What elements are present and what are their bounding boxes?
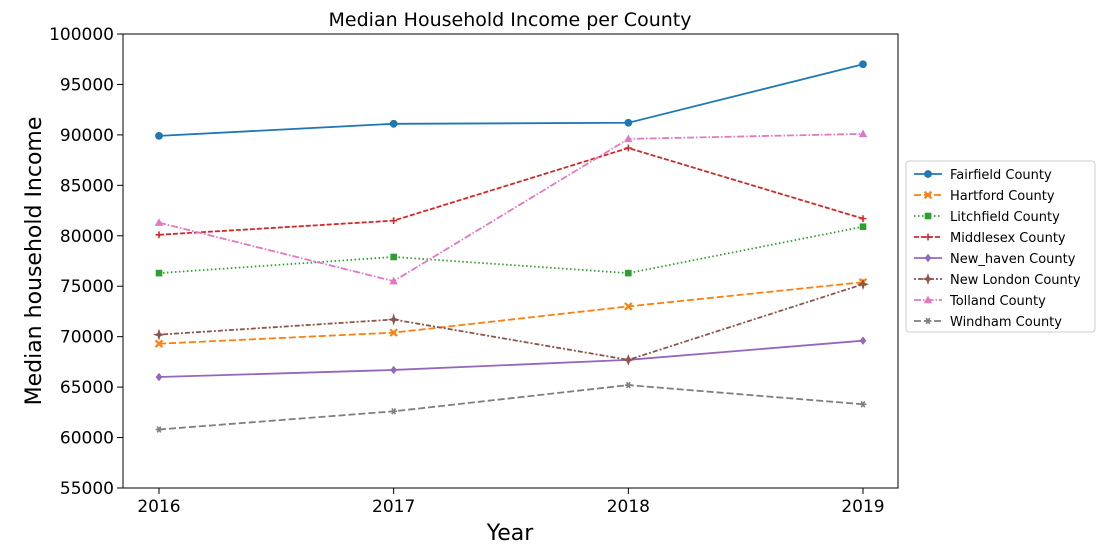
y-tick-label: 95000 [60,75,114,95]
x-axis: 2016 2017 2018 2019 [137,488,885,517]
data-point [624,381,632,389]
data-point [155,131,163,140]
legend-marker [923,190,933,200]
x-tick-label: 2016 [137,497,180,517]
series-line [158,283,864,361]
data-point [859,400,867,408]
x-tick-label: 2017 [372,497,415,517]
data-point [624,134,633,143]
x-tick-label: 2019 [841,497,884,517]
y-axis: 55000 60000 65000 70000 75000 80000 85000 90000… [49,25,123,499]
legend-marker [924,233,932,241]
legend-marker [924,253,932,263]
x-tick-label: 2018 [607,497,650,517]
series-line [158,132,864,283]
series-line [158,281,864,345]
legend-label: Hartford County [950,189,1055,204]
y-tick-label: 80000 [60,227,114,247]
data-point [155,269,163,277]
legend-marker [924,317,932,325]
legend-item: Litchfield County [914,210,1060,225]
legend-label: Fairfield County [950,168,1052,183]
series-new-london-county [153,278,869,366]
series-middlesex-county [155,144,867,239]
data-point [390,365,398,375]
y-tick-label: 90000 [60,126,114,146]
legend-item: New London County [914,273,1081,288]
legend-marker [923,295,933,304]
legend: Fairfield County Hartford County Litchfiel… [905,160,1096,333]
plot-frame [122,33,899,489]
data-point [390,253,397,261]
series-line [158,225,864,275]
data-point [155,372,163,382]
legend-label: Litchfield County [950,210,1060,225]
data-point [153,328,165,341]
legend-label: Windham County [950,315,1062,330]
series-line [158,147,864,236]
data-point [859,215,867,223]
legend-item: Windham County [914,315,1062,330]
data-point [858,129,868,138]
series-fairfield-county [155,60,867,140]
legend-label: New_haven County [950,252,1076,267]
legend-item: Middlesex County [914,231,1066,246]
legend-label: Tolland County [949,294,1046,309]
data-point [624,302,633,311]
series-windham-county [155,381,867,433]
data-point [389,328,398,337]
legend-frame [905,160,1096,333]
legend-label: Middlesex County [950,231,1066,246]
legend-item: Hartford County [914,189,1055,204]
legend-label: New London County [950,273,1081,288]
legend-item: New_haven County [914,252,1076,267]
data-point [387,313,400,326]
y-tick-label: 65000 [60,378,114,398]
data-point [389,276,398,285]
data-point [625,269,632,277]
legend-item: Fairfield County [914,168,1052,183]
y-tick-label: 60000 [60,429,114,449]
data-point [390,217,398,225]
x-axis-label: Year [486,521,535,546]
series-tolland-county [154,129,868,285]
plot-area [153,60,869,433]
data-point [859,223,867,230]
series-line [158,384,864,431]
data-point [155,426,163,433]
data-point [154,339,164,348]
data-point [859,336,867,345]
data-point [624,118,633,127]
chart-title: Median Household Income per County [329,9,692,31]
data-point [859,60,867,69]
legend-item: Tolland County [914,294,1046,309]
data-point [389,119,398,128]
series-line [158,63,864,137]
data-point [622,353,635,366]
y-tick-label: 75000 [60,277,114,297]
series-hartford-county [154,278,868,348]
data-point [624,144,632,152]
legend-marker [924,170,932,178]
y-tick-label: 55000 [60,479,114,499]
data-point [154,218,164,226]
series-line [158,339,864,378]
data-point [857,278,869,291]
y-tick-label: 70000 [60,328,114,348]
y-tick-label: 100000 [49,25,114,45]
series-new-haven-county [155,336,867,382]
data-point [390,407,398,415]
y-axis-label: Median household Income [22,117,47,406]
data-point [155,231,163,239]
series-litchfield-county [155,223,867,277]
legend-marker [922,273,934,285]
legend-marker [924,212,932,220]
y-tick-label: 85000 [60,176,114,196]
